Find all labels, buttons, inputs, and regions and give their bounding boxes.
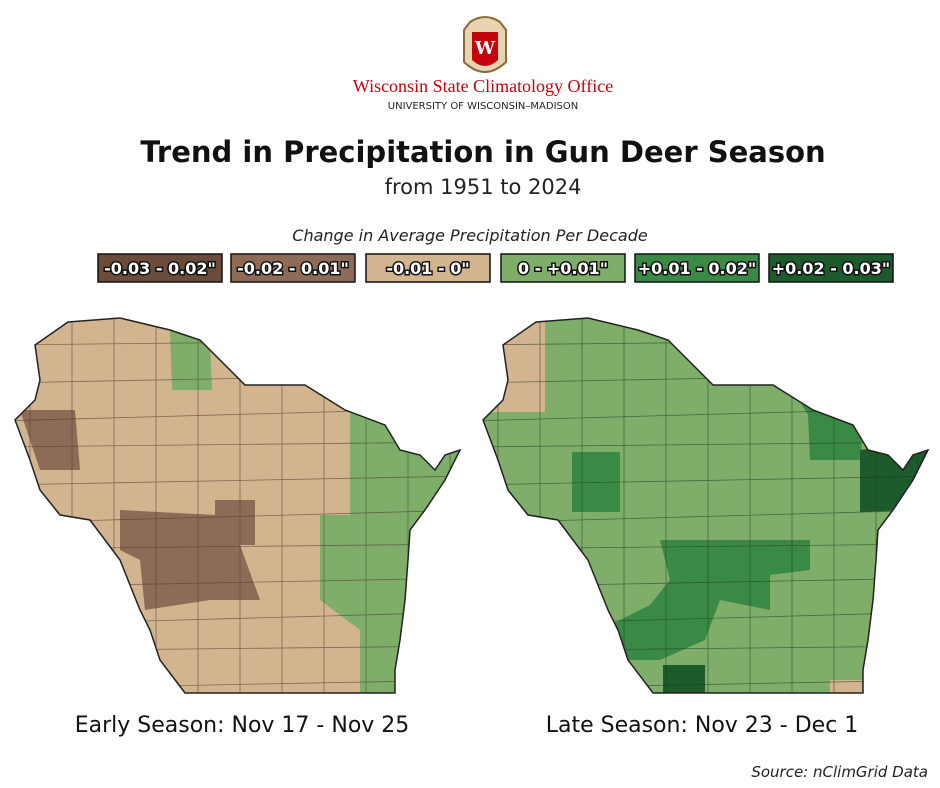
map-caption: Late Season: Nov 23 - Dec 1 xyxy=(546,713,859,738)
map-late xyxy=(482,317,929,694)
logo-letter: W xyxy=(474,38,496,59)
legend-swatch xyxy=(500,253,626,283)
legend-label: -0.01 - 0" xyxy=(386,259,469,278)
legend-title: Change in Average Precipitation Per Deca… xyxy=(292,226,648,245)
source: Source: nClimGrid Data xyxy=(751,763,928,781)
map-early xyxy=(14,317,461,694)
region xyxy=(483,318,545,412)
region xyxy=(572,452,620,512)
legend-label: +0.01 - 0.02" xyxy=(638,259,756,278)
legend-label: -0.02 - 0.01" xyxy=(237,259,349,278)
university: UNIVERSITY OF WISCONSIN–MADISON xyxy=(388,101,578,112)
region xyxy=(20,410,80,470)
legend-swatch xyxy=(365,253,491,283)
legend-swatch xyxy=(634,253,760,283)
subtitle: from 1951 to 2024 xyxy=(385,175,582,199)
logo: W xyxy=(463,16,507,73)
region xyxy=(830,680,870,693)
title: Trend in Precipitation in Gun Deer Seaso… xyxy=(140,135,825,169)
legend-swatch xyxy=(768,253,894,283)
region xyxy=(170,330,212,390)
legend-swatch xyxy=(230,253,356,283)
region xyxy=(600,540,810,660)
legend: -0.03 - 0.02" -0.02 - 0.01" -0.01 - 0" 0 - … xyxy=(97,253,894,283)
region xyxy=(663,665,705,693)
legend-swatch xyxy=(97,253,223,283)
org-name: Wisconsin State Climatology Office xyxy=(353,76,613,96)
legend-label: 0 - +0.01" xyxy=(518,259,608,278)
legend-label: +0.02 - 0.03" xyxy=(772,259,890,278)
map-caption: Early Season: Nov 17 - Nov 25 xyxy=(75,713,410,738)
legend-label: -0.03 - 0.02" xyxy=(104,259,216,278)
